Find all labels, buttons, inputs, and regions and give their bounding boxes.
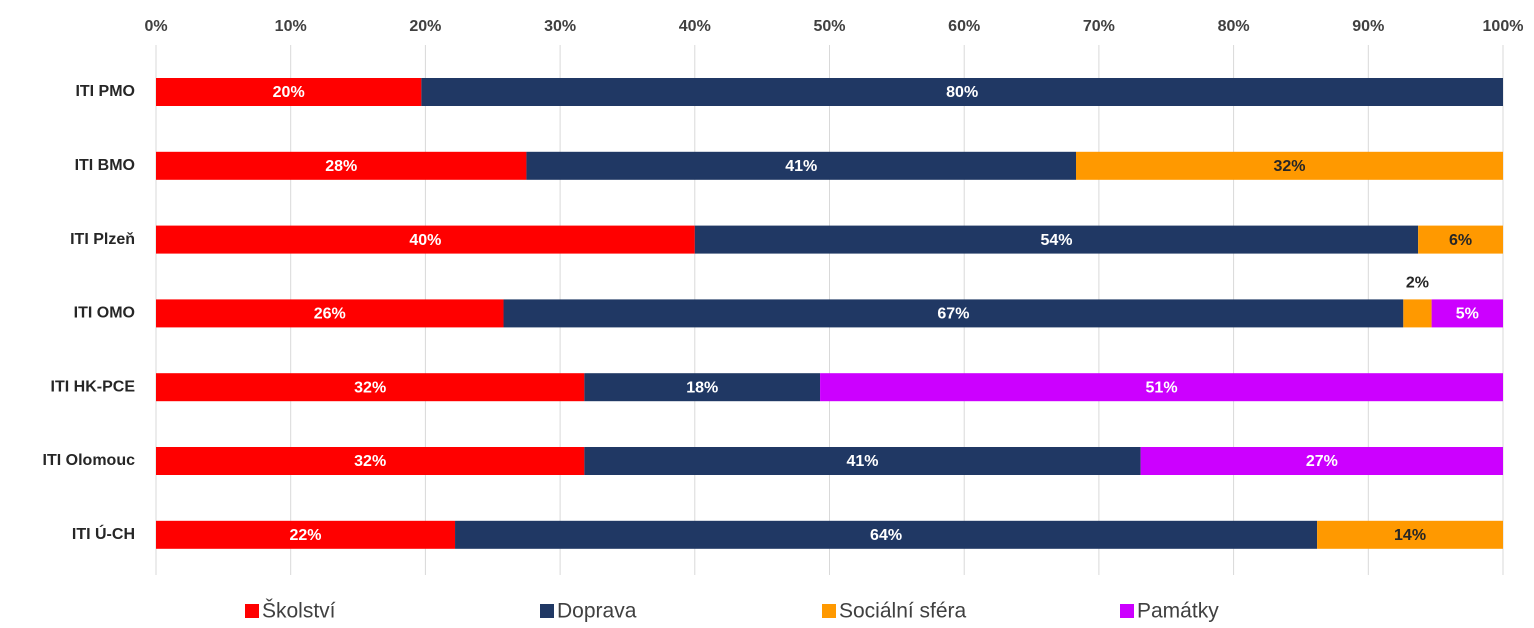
bar-segment bbox=[526, 151, 1077, 180]
value-label: 18% bbox=[686, 379, 718, 396]
x-tick-label: 40% bbox=[679, 18, 711, 35]
category-label: ITI OMO bbox=[74, 305, 135, 322]
x-tick-label: 90% bbox=[1352, 18, 1384, 35]
bar-segment bbox=[421, 78, 1503, 106]
x-tick-label: 80% bbox=[1218, 18, 1250, 35]
legend-swatch bbox=[1120, 604, 1134, 618]
legend-label: Sociální sféra bbox=[839, 600, 967, 623]
bar-segment bbox=[156, 225, 695, 254]
x-tick-label: 100% bbox=[1483, 18, 1524, 35]
value-label: 64% bbox=[870, 527, 902, 544]
x-tick-label: 0% bbox=[144, 18, 167, 35]
category-label: ITI BMO bbox=[75, 157, 135, 174]
bar-segment bbox=[584, 373, 821, 402]
x-tick-label: 20% bbox=[409, 18, 441, 35]
value-label: 28% bbox=[325, 158, 357, 175]
x-tick-label: 70% bbox=[1083, 18, 1115, 35]
value-label: 20% bbox=[273, 84, 305, 101]
value-label: 40% bbox=[409, 232, 441, 249]
bar-segment bbox=[156, 373, 585, 402]
x-tick-label: 30% bbox=[544, 18, 576, 35]
bar-segment bbox=[156, 151, 527, 180]
legend-swatch bbox=[245, 604, 259, 618]
value-label: 27% bbox=[1306, 453, 1338, 470]
value-label: 14% bbox=[1394, 527, 1426, 544]
value-label: 41% bbox=[846, 453, 878, 470]
value-label: 54% bbox=[1040, 232, 1072, 249]
value-label: 51% bbox=[1146, 379, 1178, 396]
category-label: ITI Plzeň bbox=[70, 231, 135, 248]
legend-swatch bbox=[540, 604, 554, 618]
category-label: ITI Olomouc bbox=[43, 452, 136, 469]
value-label: 67% bbox=[937, 306, 969, 323]
bar-segment bbox=[584, 447, 1141, 475]
bar-segment bbox=[1317, 520, 1503, 549]
bar-segment bbox=[503, 299, 1404, 328]
value-label: 32% bbox=[354, 453, 386, 470]
category-label: ITI Ú-CH bbox=[72, 524, 135, 543]
legend-label: Památky bbox=[1137, 600, 1219, 623]
value-label: 41% bbox=[785, 158, 817, 175]
bar-segment bbox=[1140, 447, 1503, 475]
bar-segment bbox=[820, 373, 1503, 402]
bar-segment bbox=[455, 520, 1318, 549]
category-label: ITI PMO bbox=[75, 83, 135, 100]
value-label: 5% bbox=[1456, 306, 1479, 323]
bar-segment bbox=[1431, 299, 1503, 328]
value-label: 22% bbox=[290, 527, 322, 544]
x-tick-label: 10% bbox=[275, 18, 307, 35]
value-label: 32% bbox=[1273, 158, 1305, 175]
category-label: ITI HK-PCE bbox=[51, 378, 136, 395]
value-label: 32% bbox=[354, 379, 386, 396]
bar-segment bbox=[1418, 225, 1503, 254]
x-tick-label: 60% bbox=[948, 18, 980, 35]
bar-segment bbox=[694, 225, 1419, 254]
value-label: 2% bbox=[1406, 275, 1429, 292]
bar-segment bbox=[156, 299, 504, 328]
bar-segment bbox=[156, 520, 456, 549]
bar-segment bbox=[1076, 151, 1503, 180]
bar-segment bbox=[156, 447, 585, 475]
bar-segment bbox=[1403, 299, 1432, 328]
bar-segment bbox=[156, 78, 422, 106]
legend-label: Doprava bbox=[557, 600, 637, 623]
value-label: 80% bbox=[946, 84, 978, 101]
x-tick-label: 50% bbox=[813, 18, 845, 35]
legend-label: Školství bbox=[262, 600, 336, 623]
legend-swatch bbox=[822, 604, 836, 618]
value-label: 26% bbox=[314, 306, 346, 323]
value-label: 6% bbox=[1449, 232, 1472, 249]
